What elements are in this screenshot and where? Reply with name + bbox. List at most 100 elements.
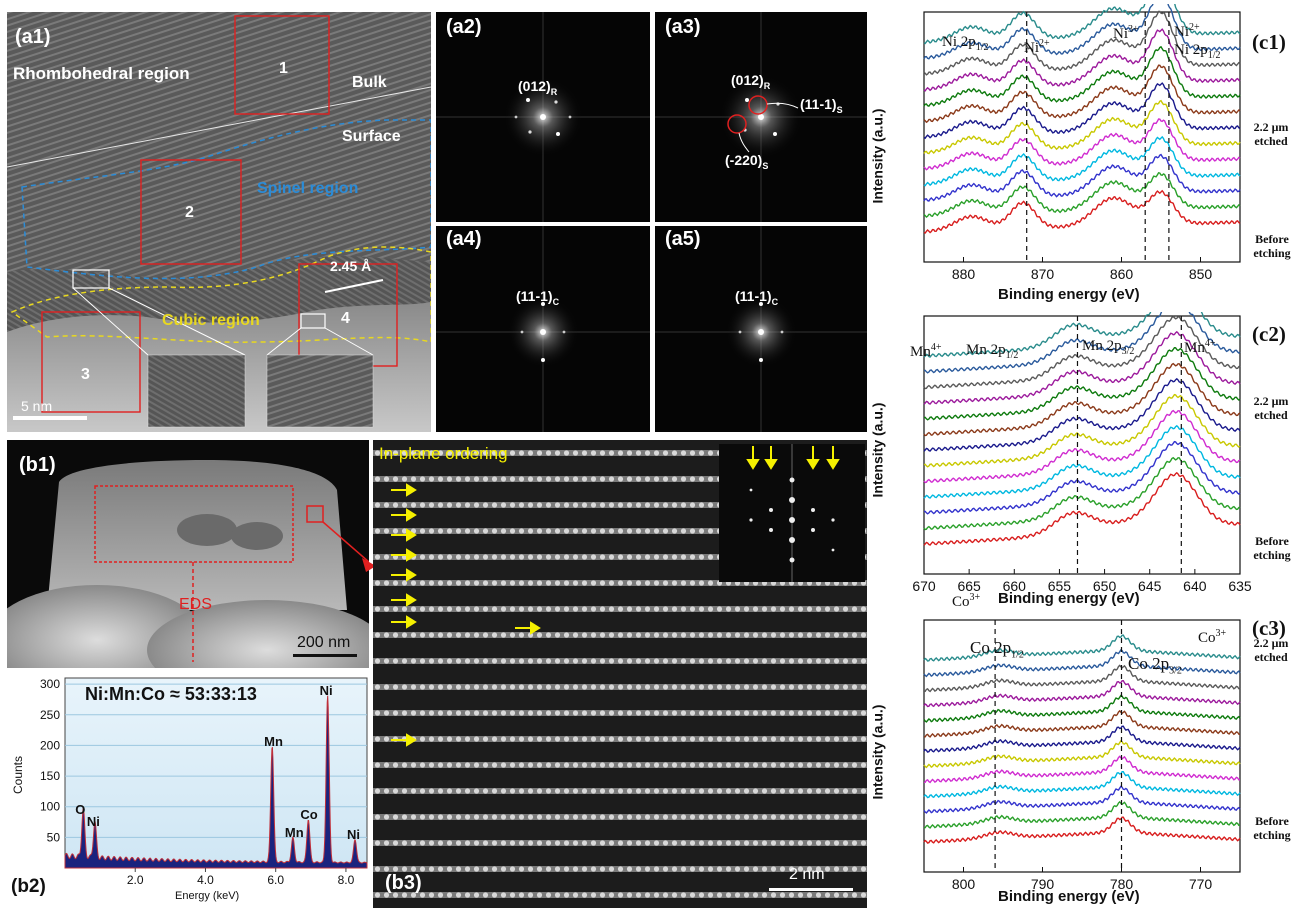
xps-xtick: 800	[952, 876, 976, 892]
c3-top-note: 2.2 μm etched	[1253, 636, 1289, 664]
b3-arrow-6	[391, 615, 417, 629]
c1-ann-ni2-a: Ni2+	[1024, 38, 1050, 56]
eds-peak-label-mn: Mn	[284, 825, 304, 841]
box-2-label: 2	[185, 204, 194, 221]
eds-ytick: 200	[40, 738, 60, 752]
xps-series-0	[923, 816, 1241, 844]
c3-ylabel: Intensity (a.u.)	[872, 704, 886, 800]
xps-mn-chart: 670 665 660 655 650 645 640 635	[912, 312, 1252, 594]
xps-series-4	[923, 409, 1241, 484]
b1-image	[7, 460, 369, 668]
panel-b1: (b1) EDS 200 nm	[7, 440, 369, 668]
panel-a4: (a4) (11-1)C	[436, 226, 650, 432]
xps-series-7	[923, 709, 1241, 738]
xps-series-0	[923, 471, 1241, 546]
fft-a2	[436, 12, 650, 222]
a3-label: (a3)	[665, 16, 701, 38]
xps-xtick: 850	[1189, 266, 1213, 282]
fft-a4	[436, 226, 650, 432]
xps-xtick: 790	[1031, 876, 1055, 892]
xps-series-5	[923, 739, 1241, 769]
panel-c3: 800 790 780 770 (c3) Intensity (a.u.) Bindi…	[872, 614, 1306, 910]
panel-a3: (a3) (012)R (11-1)S (-220)S	[655, 12, 867, 222]
c2-bottom-note: Before etching	[1253, 534, 1291, 562]
a1-image	[7, 12, 431, 432]
xps-xtick: 880	[952, 266, 976, 282]
eds-ylabel: Counts	[11, 755, 26, 795]
xps-series-1	[923, 171, 1241, 219]
xps-series-1	[923, 456, 1241, 531]
eds-label: EDS	[179, 596, 212, 613]
eds-peak-label-ni: Ni	[319, 683, 333, 699]
a3-spot2-label: (11-1)S	[800, 96, 843, 115]
a3-ring-11-1	[748, 95, 768, 115]
xps-ni-chart: 880 870 860 850	[923, 4, 1241, 282]
xps-series-7	[923, 64, 1241, 124]
xps-series-5	[923, 393, 1241, 468]
c2-top-note: 2.2 μm etched	[1253, 394, 1289, 422]
b3-inset-arrow-2	[806, 446, 820, 470]
xps-series-8	[923, 45, 1241, 108]
eds-xtick: 8.0	[338, 873, 355, 887]
xps-series-2	[923, 440, 1241, 515]
c1-ann-ni2-b: Ni2+	[1174, 22, 1200, 40]
eds-peak-label-ni: Ni	[86, 814, 100, 830]
box-3-label: 3	[81, 366, 90, 383]
b3-arrow-1	[391, 508, 417, 522]
xps-series-9	[923, 679, 1241, 708]
panel-c1: 880 870 860 850 (c1) Intensity (a.u.) Bindi…	[872, 4, 1306, 306]
c1-ann-ni2p12-left: Ni 2p1/2	[942, 34, 989, 53]
a1-box-3	[41, 311, 141, 413]
a1-label: (a1)	[15, 26, 51, 48]
xps-co-chart: 800 790 780 770	[923, 619, 1241, 892]
b3-arrow-7	[391, 733, 417, 747]
b3-arrow-5	[391, 593, 417, 607]
xps-series-2	[923, 785, 1241, 814]
b1-zoom-box	[306, 505, 324, 523]
xps-xtick: 645	[1138, 578, 1162, 594]
xps-xtick: 870	[1031, 266, 1055, 282]
eds-ratio-title: Ni:Mn:Co ≈ 53:33:13	[85, 684, 257, 704]
xps-series-2	[923, 153, 1241, 202]
xps-series-12	[923, 4, 1241, 45]
eds-peak-label-mn: Mn	[264, 733, 283, 749]
xps-series-11	[923, 648, 1241, 678]
eds-ytick: 50	[47, 830, 61, 844]
panel-a5: (a5) (11-1)C	[655, 226, 867, 432]
b1-label: (b1)	[19, 454, 56, 476]
b3-arrow-2	[391, 528, 417, 542]
surface-label: Surface	[342, 128, 401, 145]
xps-series-9	[923, 330, 1241, 405]
c2-xlabel: Binding energy (eV)	[998, 590, 1140, 607]
xps-xtick: 640	[1183, 578, 1207, 594]
xps-series-10	[923, 315, 1241, 390]
c1-label: (c1)	[1252, 30, 1286, 54]
panel-b2: 300 250 200 150 100 50 2.0 4.0 6.0 8.0 Ni:Mn:Co …	[7, 672, 373, 908]
c2-ann-mn4-left: Mn4+	[910, 342, 942, 360]
bulk-label: Bulk	[352, 74, 387, 91]
spinel-label: Spinel region	[257, 180, 359, 197]
c2-co3-below: Co3+	[952, 592, 981, 610]
b3-inset-arrow-1	[764, 446, 778, 470]
eds-xtick: 2.0	[127, 873, 144, 887]
xps-series-4	[923, 755, 1241, 784]
a1-scalebar-label: 5 nm	[21, 398, 53, 414]
xps-series-6	[923, 377, 1241, 452]
c1-xlabel: Binding energy (eV)	[998, 286, 1140, 303]
eds-ytick: 300	[40, 677, 60, 691]
a4-spot-label: (11-1)C	[516, 288, 560, 307]
xps-xtick: 670	[912, 578, 936, 594]
a5-spot-label: (11-1)C	[735, 288, 779, 307]
b3-label: (b3)	[385, 872, 422, 894]
xps-xtick: 860	[1110, 266, 1134, 282]
xps-series-9	[923, 28, 1241, 92]
xps-series-8	[923, 346, 1241, 421]
b3-arrow-3	[391, 548, 417, 562]
cubic-boundary	[10, 246, 431, 343]
xps-series-0	[923, 189, 1241, 234]
xps-xtick: 660	[1003, 578, 1027, 594]
b3-inset-arrow-3	[826, 446, 840, 470]
xps-xtick: 635	[1228, 578, 1252, 594]
a4-label: (a4)	[446, 228, 482, 250]
c3-ann-co2p32: Co 2p3/2	[1128, 654, 1182, 677]
